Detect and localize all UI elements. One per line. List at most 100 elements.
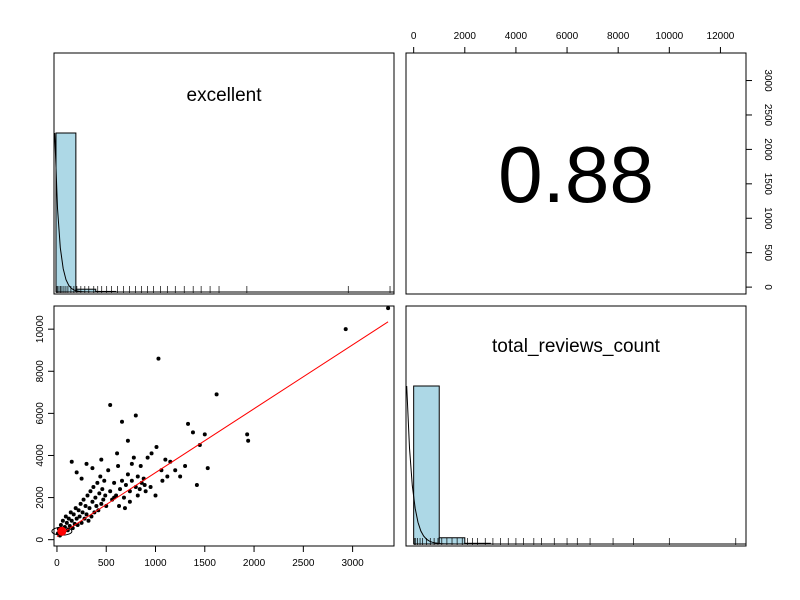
top-x-tick-label-3: 6000 — [556, 31, 579, 42]
regression-line — [56, 321, 389, 537]
right-y-tick-label-0: 0 — [762, 284, 773, 290]
scatter-point-80 — [129, 461, 134, 466]
scatter-point-50 — [106, 468, 111, 473]
scatter-point-97 — [202, 432, 207, 437]
scatter-point-32 — [87, 506, 92, 511]
scatter-point-28 — [83, 504, 88, 508]
scatter-x-tick-label-0: 0 — [54, 558, 60, 569]
scatter-point-31 — [86, 518, 91, 523]
scatter-point-55 — [116, 464, 121, 468]
scatter-point-93 — [186, 421, 191, 426]
scatter-point-101 — [246, 438, 251, 443]
top-x-tick-label-2: 4000 — [505, 31, 528, 42]
scatter-point-102 — [343, 327, 348, 332]
scatter-points — [51, 306, 391, 538]
excellent-histogram — [54, 132, 394, 293]
scatter-y-tick-label-5: 10000 — [35, 315, 46, 343]
correlation-value: 0.88 — [498, 130, 654, 219]
scatter-point-84 — [149, 451, 154, 456]
scatter-x-tick-label-6: 3000 — [341, 558, 364, 569]
scatter-point-21 — [76, 508, 81, 513]
scatter-point-56 — [118, 487, 123, 492]
scatter-point-3 — [58, 522, 63, 527]
scatter-point-43 — [98, 474, 103, 479]
scatter-point-106 — [122, 506, 127, 511]
scatter-point-86 — [156, 356, 161, 361]
diag-label-total-reviews-count: total_reviews_count — [492, 336, 661, 357]
scatter-x-tick-label-4: 2000 — [243, 558, 266, 569]
scatter-point-70 — [69, 459, 74, 464]
scatter-point-29 — [84, 512, 89, 517]
mean-point — [57, 526, 67, 536]
scatter-x-tick-label-2: 1000 — [144, 558, 167, 569]
scatter-point-95 — [194, 482, 199, 487]
scatter-point-81 — [133, 413, 138, 418]
excellent-density-curve — [54, 132, 394, 293]
scatter-point-111 — [153, 493, 158, 498]
right-y-tick-label-6: 3000 — [762, 69, 773, 92]
scatter-point-9 — [64, 520, 69, 525]
top-x-tick-label-6: 12000 — [707, 31, 735, 42]
scatter-point-98 — [205, 466, 210, 471]
scatter-point-53 — [112, 480, 117, 485]
right-y-tick-label-1: 500 — [762, 244, 773, 261]
scatter-point-44 — [99, 501, 104, 506]
scatter-y-tick-label-1: 2000 — [35, 486, 46, 509]
scatter-point-88 — [163, 457, 168, 462]
scatter-point-34 — [89, 514, 94, 519]
scatter-point-75 — [99, 457, 104, 462]
scatter-point-65 — [135, 474, 140, 479]
scatter-point-57 — [120, 478, 124, 483]
scatter-point-109 — [142, 482, 147, 487]
scatter-point-103 — [386, 306, 391, 311]
scatter-x-tick-label-5: 2500 — [292, 558, 315, 569]
scatter-point-30 — [85, 493, 90, 498]
scatter-point-51 — [108, 489, 113, 494]
right-y-tick-label-2: 1000 — [762, 207, 773, 230]
scatter-point-14 — [69, 518, 74, 523]
scatter-point-22 — [77, 514, 82, 519]
scatter-point-71 — [74, 470, 79, 475]
scatter-y-tick-label-0: 0 — [35, 536, 46, 542]
panel-excellent-hist — [53, 52, 395, 295]
right-y-tick-label-4: 2000 — [762, 138, 773, 161]
scatter-point-79 — [125, 438, 130, 443]
total-reviews-histogram — [406, 385, 746, 545]
panel-total-hist — [405, 305, 747, 547]
axes: 0 500 1000 1500 2000 2500 3000 0 2000 4000 6000 800… — [35, 31, 773, 569]
top-x-tick-label-1: 2000 — [454, 31, 477, 42]
scatter-point-110 — [148, 485, 153, 490]
scatter-point-33 — [88, 489, 93, 494]
scatter-point-105 — [117, 504, 122, 508]
scatter-point-72 — [79, 476, 84, 481]
scatter-point-82 — [138, 464, 143, 468]
scatter-point-47 — [102, 478, 107, 483]
right-y-tick-label-5: 2500 — [762, 104, 773, 127]
total-density-curve — [406, 385, 746, 545]
scatter-point-26 — [81, 497, 86, 502]
scatter-point-18 — [73, 506, 78, 511]
scatter-point-77 — [115, 451, 120, 456]
scatter-point-99 — [214, 392, 219, 397]
scatter-point-19 — [74, 516, 79, 521]
scatter-point-25 — [80, 510, 85, 515]
scatter-point-23 — [78, 501, 83, 506]
scatter-point-78 — [120, 419, 124, 424]
scatter-point-42 — [97, 491, 102, 496]
scatter-y-tick-label-2: 4000 — [35, 444, 46, 467]
scatter-point-36 — [91, 485, 96, 490]
scatter-point-69 — [143, 489, 148, 494]
scatter-point-62 — [129, 478, 134, 483]
scatter-point-40 — [95, 480, 100, 485]
scatter-point-73 — [84, 461, 89, 466]
scatter-y-tick-label-4: 8000 — [35, 360, 46, 383]
scatter-point-16 — [71, 512, 76, 517]
scatter-y-tick-label-3: 6000 — [35, 402, 46, 425]
scatter-point-113 — [165, 474, 170, 479]
scatter-point-66 — [137, 487, 142, 492]
scatter-point-92 — [183, 464, 188, 468]
diag-label-excellent: excellent — [187, 85, 263, 106]
scatter-x-tick-label-3: 1500 — [194, 558, 217, 569]
scatter-point-107 — [127, 499, 132, 504]
